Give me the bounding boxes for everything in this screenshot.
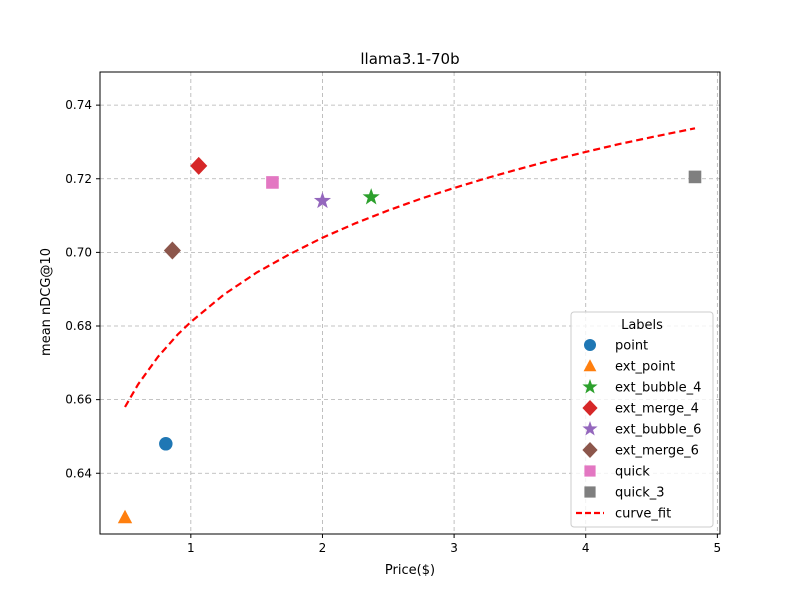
chart-title: llama3.1-70b <box>360 50 459 68</box>
legend-label: ext_point <box>615 360 675 375</box>
y-tick-label: 0.68 <box>65 319 92 333</box>
legend-marker-ext-bubble-4 <box>582 379 598 394</box>
legend-marker-ext-merge-6 <box>582 442 598 458</box>
x-axis-label: Price($) <box>385 563 435 578</box>
point-quick-3 <box>688 170 702 184</box>
legend-items: point ext_point ext_bubble_4 ext_merge_4ext… <box>576 339 701 522</box>
x-tick-label: 4 <box>582 541 590 555</box>
curve-fit-layer <box>124 127 696 408</box>
x-tick-label: 1 <box>187 541 195 555</box>
x-tick-label: 3 <box>450 541 458 555</box>
legend-box <box>570 311 714 528</box>
point-quick <box>266 176 279 189</box>
legend-marker-ext-point <box>583 359 597 372</box>
legend-label: quick <box>615 465 650 480</box>
data-points <box>117 156 702 524</box>
legend-marker-quick <box>584 465 596 477</box>
point-point <box>159 437 173 451</box>
y-tick-label: 0.64 <box>65 466 92 480</box>
grid <box>100 72 720 534</box>
point-ext-merge-6 <box>163 241 181 260</box>
legend-label: ext_bubble_4 <box>615 381 701 396</box>
legend: Labels point ext_point ext_bubble_4 ext_mer… <box>570 311 714 528</box>
point-ext-point <box>117 509 133 524</box>
point-ext-bubble-4 <box>362 188 380 205</box>
legend-label: curve_fit <box>615 507 671 522</box>
point-ext-bubble-6 <box>313 191 332 209</box>
y-axis-ticks: 0.64 0.66 0.68 0.70 0.72 0.74 <box>65 98 100 480</box>
legend-marker-point <box>584 339 596 351</box>
x-axis-ticks: 1 2 3 4 5 <box>187 534 721 555</box>
legend-title: Labels <box>621 318 663 333</box>
point-ext-merge-4 <box>190 156 208 175</box>
legend-label: ext_bubble_6 <box>615 423 701 438</box>
y-tick-label: 0.74 <box>65 98 92 112</box>
legend-label: quick_3 <box>615 486 665 501</box>
curve-fit-line <box>124 127 696 408</box>
legend-marker-quick-3 <box>584 486 596 498</box>
y-tick-label: 0.66 <box>65 393 92 407</box>
legend-label: ext_merge_4 <box>615 402 699 417</box>
x-tick-label: 5 <box>714 541 722 555</box>
legend-marker-ext-bubble-6 <box>582 421 598 436</box>
y-axis-label: mean nDCG@10 <box>39 248 54 356</box>
plot-area-frame <box>99 71 721 535</box>
legend-label: ext_merge_6 <box>615 444 699 459</box>
x-tick-label: 2 <box>319 541 327 555</box>
legend-label: point <box>615 339 648 354</box>
y-tick-label: 0.70 <box>65 245 92 259</box>
legend-marker-ext-merge-4 <box>582 400 598 416</box>
y-tick-label: 0.72 <box>65 172 92 186</box>
